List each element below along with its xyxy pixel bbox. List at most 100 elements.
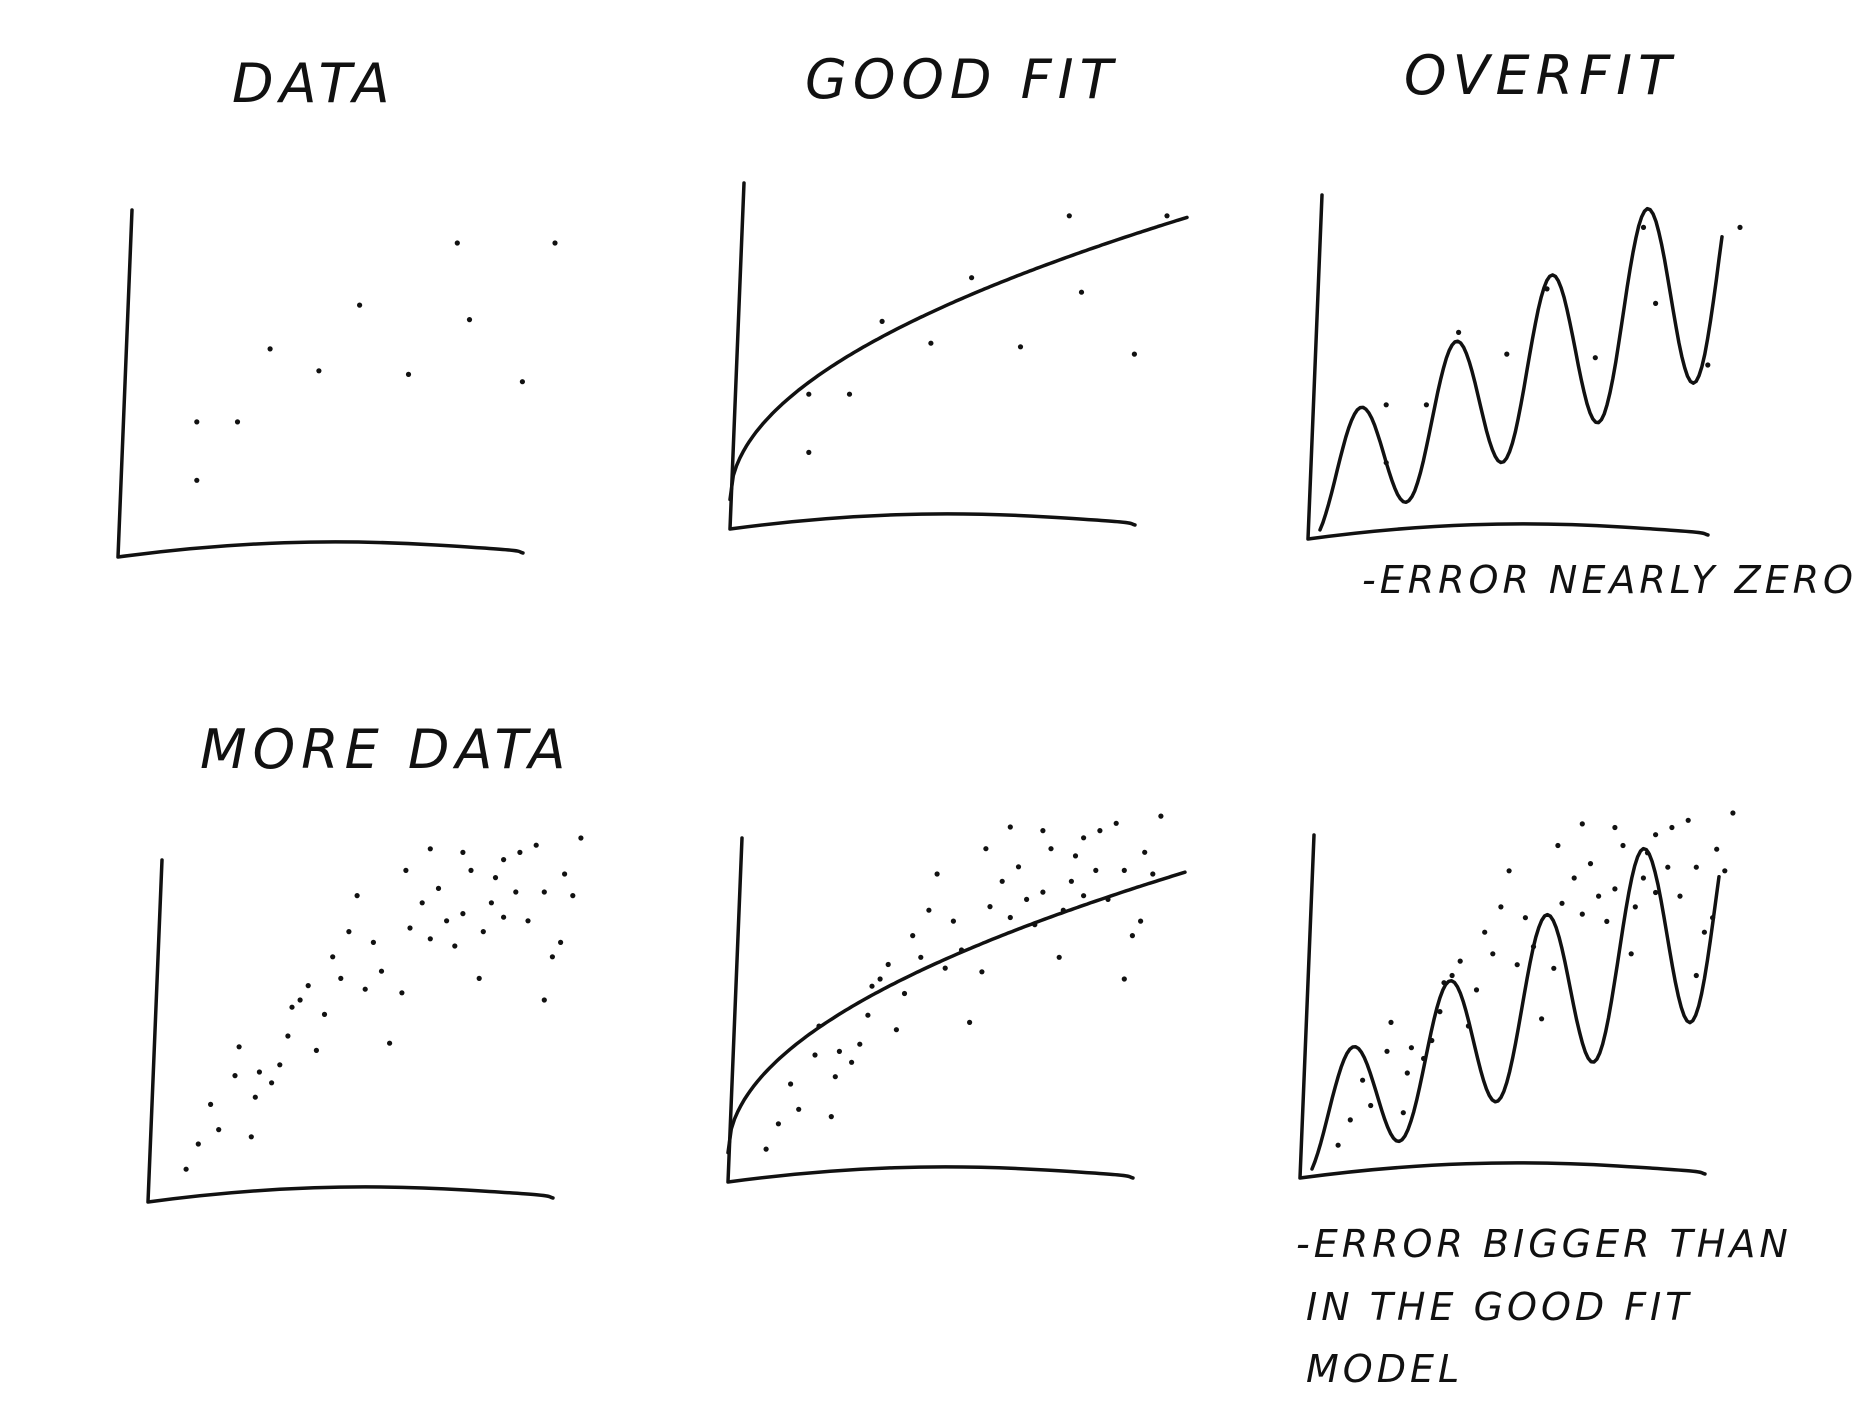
data-point bbox=[501, 914, 507, 920]
data-point bbox=[775, 1121, 782, 1127]
data-point bbox=[460, 911, 466, 917]
overfit-more-data-note-line3: MODEL bbox=[1306, 1347, 1464, 1391]
data-point bbox=[788, 1081, 794, 1087]
data-point bbox=[354, 893, 360, 899]
data-point bbox=[194, 477, 200, 483]
data-point bbox=[1640, 224, 1647, 230]
data-point bbox=[1653, 889, 1659, 896]
data-point bbox=[893, 1027, 900, 1033]
data-point bbox=[1072, 853, 1079, 859]
data-point bbox=[1653, 832, 1659, 838]
panel-data bbox=[116, 208, 558, 559]
data-point bbox=[987, 904, 993, 910]
data-point bbox=[248, 1134, 254, 1140]
data-point bbox=[828, 1114, 834, 1120]
data-point bbox=[513, 889, 519, 895]
data-point bbox=[879, 318, 885, 324]
data-point bbox=[269, 1080, 275, 1086]
data-point bbox=[1730, 810, 1736, 816]
data-point bbox=[501, 857, 507, 863]
data-point bbox=[399, 990, 405, 996]
data-point bbox=[1335, 1142, 1341, 1148]
data-point bbox=[252, 1094, 258, 1100]
panel-more-good-fit bbox=[726, 813, 1187, 1184]
data-point bbox=[1632, 904, 1638, 910]
data-point bbox=[796, 1106, 802, 1112]
data-point bbox=[1522, 915, 1528, 921]
overfit-more-data-note-line2: IN THE GOOD FIT bbox=[1306, 1285, 1693, 1329]
panel-title-good-fit: GOOD FIT bbox=[805, 48, 1119, 111]
data-point bbox=[836, 1048, 843, 1054]
data-point bbox=[967, 1019, 973, 1025]
overfit-curve-overfit bbox=[1318, 206, 1724, 532]
data-point bbox=[407, 925, 413, 931]
data-point bbox=[969, 275, 975, 281]
axes-more-overfit bbox=[1298, 833, 1707, 1180]
data-point bbox=[1737, 224, 1743, 230]
data-point bbox=[525, 918, 531, 924]
data-point bbox=[492, 875, 499, 881]
data-point bbox=[427, 936, 433, 942]
data-point bbox=[387, 1040, 393, 1046]
data-point bbox=[549, 954, 556, 960]
data-point bbox=[1693, 864, 1699, 870]
data-point bbox=[832, 1074, 838, 1080]
data-point bbox=[519, 379, 526, 385]
data-point bbox=[541, 997, 547, 1003]
data-point bbox=[1081, 893, 1087, 899]
data-point bbox=[1620, 842, 1626, 849]
data-point bbox=[468, 867, 474, 874]
data-point bbox=[541, 889, 547, 895]
data-point bbox=[1551, 965, 1557, 971]
data-point bbox=[1587, 861, 1594, 867]
data-point bbox=[194, 419, 200, 425]
data-point bbox=[1714, 846, 1720, 852]
data-point bbox=[313, 1047, 319, 1053]
data-point bbox=[277, 1062, 283, 1068]
axes-data bbox=[116, 208, 525, 559]
data-point bbox=[1596, 893, 1602, 899]
data-point bbox=[1068, 878, 1074, 884]
data-point bbox=[857, 1041, 863, 1047]
panel-more-data bbox=[146, 835, 584, 1204]
data-point bbox=[452, 943, 458, 949]
data-point bbox=[1066, 213, 1072, 219]
data-point bbox=[1482, 929, 1488, 935]
data-point bbox=[444, 918, 450, 924]
data-point bbox=[330, 954, 336, 960]
data-point bbox=[183, 1166, 189, 1172]
data-point bbox=[1158, 813, 1164, 819]
data-point bbox=[1131, 351, 1137, 357]
overfit-curve-more-overfit bbox=[1310, 846, 1721, 1171]
data-point bbox=[1093, 867, 1099, 874]
data-point bbox=[926, 907, 932, 913]
data-point bbox=[1456, 329, 1462, 335]
data-point bbox=[488, 900, 494, 906]
data-point bbox=[1040, 828, 1046, 834]
data-point bbox=[1017, 344, 1024, 350]
data-point bbox=[1040, 889, 1046, 895]
data-point bbox=[1579, 911, 1585, 917]
data-point bbox=[1705, 362, 1711, 368]
data-point bbox=[533, 842, 539, 848]
data-point bbox=[812, 1052, 818, 1058]
data-point bbox=[950, 918, 957, 924]
data-point bbox=[979, 969, 985, 975]
data-point bbox=[454, 240, 460, 246]
data-point bbox=[1665, 864, 1671, 870]
data-point bbox=[934, 871, 940, 877]
data-point bbox=[1384, 1048, 1390, 1054]
data-point bbox=[195, 1141, 201, 1147]
data-point bbox=[236, 1044, 242, 1050]
overfit-error-note: -ERROR NEARLY ZERO bbox=[1362, 558, 1857, 602]
data-point bbox=[1473, 987, 1480, 993]
panel-good-fit bbox=[728, 181, 1189, 531]
data-point bbox=[1129, 933, 1135, 939]
data-point bbox=[942, 965, 948, 971]
data-point bbox=[1007, 824, 1013, 830]
data-point bbox=[378, 968, 385, 974]
data-point bbox=[1081, 835, 1087, 841]
data-point bbox=[234, 419, 241, 425]
data-point bbox=[1113, 820, 1119, 826]
panel-title-data: DATA bbox=[232, 52, 396, 115]
